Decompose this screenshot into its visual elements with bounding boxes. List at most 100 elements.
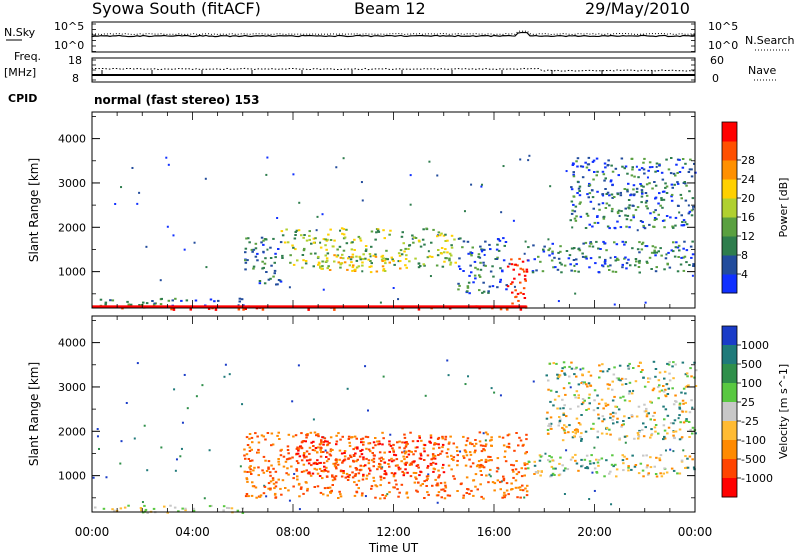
echo-pixel bbox=[358, 237, 362, 240]
echo-pixel bbox=[643, 157, 646, 160]
echo-pixel bbox=[404, 445, 408, 448]
echo-pixel bbox=[447, 374, 450, 377]
echo-pixel bbox=[458, 257, 461, 260]
echo-pixel bbox=[563, 424, 566, 427]
echo-pixel bbox=[262, 471, 266, 474]
echo-pixel bbox=[467, 281, 471, 284]
echo-pixel bbox=[354, 268, 357, 271]
echo-pixel bbox=[263, 484, 266, 487]
echo-pixel bbox=[404, 450, 408, 453]
echo-pixel bbox=[369, 469, 372, 472]
echo-pixel bbox=[552, 404, 555, 407]
echo-pixel bbox=[620, 157, 624, 160]
echo-pixel bbox=[687, 171, 691, 173]
echo-pixel bbox=[619, 396, 622, 399]
echo-pixel bbox=[392, 259, 395, 262]
echo-pixel bbox=[649, 436, 652, 439]
echo-pixel bbox=[601, 420, 604, 423]
echo-pixel bbox=[407, 248, 410, 250]
echo-pixel bbox=[277, 463, 281, 466]
echo-pixel bbox=[378, 462, 381, 465]
echo-pixel bbox=[440, 488, 443, 491]
echo-pixel bbox=[338, 449, 342, 452]
echo-pixel bbox=[688, 411, 692, 414]
echo-pixel bbox=[278, 438, 281, 440]
echo-pixel bbox=[364, 365, 367, 368]
echo-pixel bbox=[351, 266, 355, 269]
echo-pixel bbox=[274, 492, 277, 495]
echo-pixel bbox=[319, 265, 322, 268]
echo-pixel bbox=[596, 190, 599, 193]
echo-pixel bbox=[691, 274, 694, 277]
echo-pixel bbox=[473, 445, 476, 448]
echo-pixel bbox=[273, 487, 276, 490]
echo-pixel bbox=[611, 183, 614, 186]
echo-pixel bbox=[633, 175, 636, 178]
echo-pixel bbox=[251, 459, 254, 462]
echo-pixel bbox=[640, 243, 644, 246]
echo-pixel bbox=[678, 438, 682, 441]
nsky-panel-frame bbox=[91, 21, 696, 53]
echo-pixel bbox=[575, 428, 578, 431]
echo-pixel bbox=[668, 266, 672, 269]
echo-pixel bbox=[177, 510, 180, 513]
echo-pixel bbox=[257, 474, 260, 477]
echo-pixel bbox=[672, 434, 675, 437]
echo-pixel bbox=[324, 469, 328, 472]
echo-pixel bbox=[627, 465, 630, 468]
echo-pixel bbox=[479, 483, 482, 486]
echo-pixel bbox=[285, 472, 288, 475]
echo-pixel bbox=[468, 274, 471, 277]
echo-pixel bbox=[576, 157, 580, 160]
echo-pixel bbox=[478, 466, 481, 469]
echo-pixel bbox=[618, 364, 622, 367]
echo-pixel bbox=[549, 475, 552, 478]
echo-pixel bbox=[597, 417, 601, 420]
echo-pixel bbox=[502, 477, 506, 480]
echo-pixel bbox=[612, 422, 615, 425]
echo-pixel bbox=[346, 475, 350, 478]
echo-pixel bbox=[261, 469, 264, 472]
echo-pixel bbox=[611, 411, 615, 414]
echo-pixel bbox=[430, 458, 433, 461]
echo-pixel bbox=[440, 232, 443, 235]
echo-pixel bbox=[326, 443, 330, 446]
echo-pixel bbox=[402, 472, 406, 475]
echo-pixel bbox=[292, 263, 296, 266]
echo-pixel bbox=[467, 252, 470, 255]
echo-pixel bbox=[599, 248, 602, 250]
echo-pixel bbox=[677, 244, 681, 247]
echo-pixel bbox=[319, 266, 322, 269]
echo-pixel bbox=[343, 455, 347, 458]
echo-pixel bbox=[415, 477, 418, 480]
echo-pixel bbox=[402, 474, 405, 477]
echo-pixel bbox=[343, 458, 347, 461]
echo-pixel bbox=[690, 168, 693, 171]
echo-pixel bbox=[638, 261, 641, 264]
echo-pixel bbox=[389, 444, 393, 447]
echo-pixel bbox=[642, 168, 646, 171]
echo-pixel bbox=[686, 457, 689, 460]
echo-pixel bbox=[319, 491, 323, 494]
echo-pixel bbox=[405, 492, 408, 495]
echo-pixel bbox=[538, 459, 542, 462]
echo-pixel bbox=[456, 464, 459, 467]
echo-pixel bbox=[517, 486, 520, 489]
echo-pixel bbox=[341, 461, 344, 464]
echo-pixel bbox=[589, 200, 593, 203]
echo-pixel bbox=[563, 404, 566, 407]
echo-pixel bbox=[408, 244, 411, 247]
echo-pixel bbox=[204, 177, 207, 180]
echo-pixel bbox=[277, 431, 280, 434]
echo-pixel bbox=[611, 170, 615, 173]
echo-pixel bbox=[647, 381, 650, 383]
echo-pixel bbox=[432, 457, 435, 460]
echo-pixel bbox=[436, 174, 439, 177]
velocity-ytick-label: 4000 bbox=[58, 337, 86, 350]
echo-pixel bbox=[163, 505, 166, 508]
echo-pixel bbox=[595, 458, 598, 461]
echo-pixel bbox=[395, 458, 399, 461]
echo-pixel bbox=[217, 299, 220, 302]
power-colorbar-tick-label: 12 bbox=[741, 230, 755, 243]
echo-pixel bbox=[658, 192, 661, 195]
